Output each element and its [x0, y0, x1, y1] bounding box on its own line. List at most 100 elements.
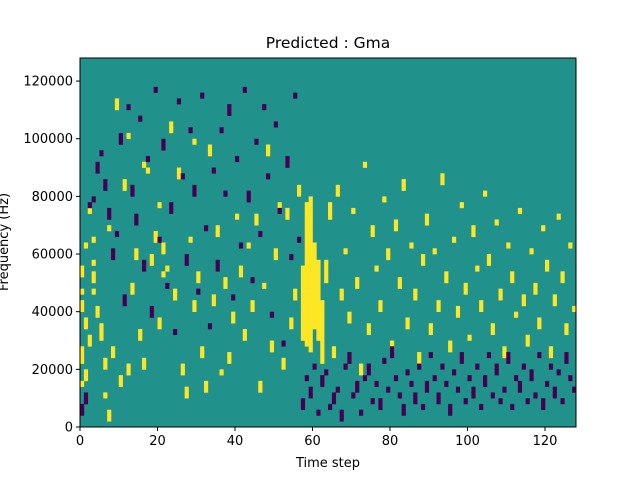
heatmap-cell-high	[235, 213, 240, 220]
heatmap-cell-high	[300, 300, 306, 307]
heatmap-cell-high	[316, 300, 321, 307]
heatmap-cell-high	[80, 265, 85, 272]
heatmap-cell-low	[161, 138, 166, 145]
heatmap-cell-high	[134, 254, 139, 261]
heatmap-cell-high	[320, 323, 325, 330]
heatmap-cell-high	[312, 265, 317, 272]
heatmap-cell-high	[238, 265, 244, 272]
heatmap-cell-high	[401, 184, 406, 191]
heatmap-cell-high	[138, 334, 143, 341]
heatmap-cell-high	[316, 259, 321, 266]
heatmap-cell-high	[80, 288, 85, 295]
heatmap-cell-low	[370, 398, 375, 405]
heatmap-cell-high	[122, 179, 127, 186]
heatmap-cell-high	[339, 288, 344, 295]
heatmap-cell-high	[370, 225, 375, 232]
heatmap-cell-high	[180, 369, 185, 376]
heatmap-cell-low	[517, 380, 523, 387]
heatmap-cell-low	[572, 386, 577, 393]
y-axis: 0 20000 40000 60000 80000 100000 120000	[23, 75, 80, 436]
heatmap-cell-low	[541, 403, 546, 411]
heatmap-cell-high	[211, 294, 216, 301]
heatmap-cell-high	[308, 277, 313, 284]
heatmap-cell-high	[304, 288, 309, 295]
heatmap-cell-high	[130, 282, 135, 289]
heatmap-cell-low	[494, 363, 499, 370]
heatmap-cell-high	[312, 311, 317, 318]
heatmap-cell-high	[355, 282, 360, 289]
y-tick-label: 100000	[23, 132, 73, 147]
heatmap-cell-low	[308, 392, 313, 399]
heatmap-cell-high	[300, 328, 306, 336]
heatmap-cell-low	[483, 380, 488, 387]
heatmap-cell-low	[107, 207, 112, 214]
heatmap-cell-high	[316, 294, 321, 301]
heatmap-cell-high	[374, 265, 379, 272]
heatmap-cell-low	[428, 352, 433, 359]
heatmap-cell-high	[463, 288, 468, 295]
heatmap-cell-low	[293, 92, 298, 99]
heatmap-cell-high	[300, 282, 306, 289]
heatmap-cell-low	[366, 363, 371, 370]
heatmap-cell-high	[316, 271, 321, 278]
heatmap-cell-low	[366, 369, 371, 376]
heatmap-cell-high	[304, 340, 309, 347]
heatmap-cell-high	[289, 317, 294, 324]
heatmap-cell-low	[200, 92, 205, 99]
heatmap-cell-high	[533, 288, 538, 295]
heatmap-cell-high	[308, 311, 313, 318]
heatmap-cell-high	[145, 167, 151, 174]
heatmap-cell-low	[568, 375, 573, 382]
heatmap-cell-high	[316, 305, 321, 312]
heatmap-cell-high	[312, 305, 317, 312]
heatmap-cell-high	[316, 317, 321, 324]
heatmap-cell-high	[107, 409, 112, 416]
heatmap-cell-high	[498, 288, 503, 295]
heatmap-cell-low	[231, 294, 236, 301]
heatmap-cell-high	[417, 352, 422, 359]
heatmap-cell-high	[173, 288, 178, 295]
heatmap-cell-high	[320, 311, 325, 318]
heatmap-cell-low	[347, 357, 352, 364]
heatmap-cell-high	[196, 277, 201, 284]
heatmap-cell-high	[308, 230, 313, 238]
heatmap-cell-high	[564, 323, 569, 330]
heatmap-cell-high	[459, 202, 464, 209]
heatmap-cell-high	[80, 352, 85, 359]
heatmap-cell-high	[308, 254, 313, 261]
heatmap-cell-high	[440, 179, 445, 186]
y-axis-label: Frequency (Hz)	[0, 193, 12, 291]
heatmap-cell-high	[153, 230, 158, 238]
heatmap-cell-low	[145, 156, 151, 163]
heatmap-cell-high	[448, 340, 453, 347]
heatmap-cell-high	[304, 207, 309, 214]
heatmap-cell-low	[552, 386, 557, 393]
heatmap-cell-high	[556, 213, 561, 220]
heatmap-cell-high	[200, 346, 205, 353]
heatmap-cell-low	[316, 409, 321, 416]
heatmap-cell-high	[521, 294, 526, 301]
heatmap-cell-low	[498, 398, 503, 405]
heatmap-cell-high	[99, 328, 104, 336]
heatmap-cell-high	[362, 161, 368, 168]
x-tick-label: 60	[304, 434, 321, 449]
heatmap-cell-high	[91, 288, 96, 295]
heatmap-cell-high	[91, 271, 96, 278]
heatmap-cell-low	[359, 409, 364, 416]
heatmap-cell-low	[304, 375, 309, 382]
heatmap-cell-high	[529, 248, 534, 255]
heatmap-cell-low	[80, 403, 85, 411]
heatmap-cell-low	[463, 398, 468, 405]
heatmap-cell-low	[424, 386, 430, 393]
heatmap-cell-high	[277, 202, 282, 209]
heatmap-cell-low	[122, 300, 127, 307]
heatmap-cell-high	[320, 340, 325, 347]
heatmap-cell-high	[498, 294, 503, 301]
heatmap-cell-high	[545, 265, 550, 272]
heatmap-cell-high	[161, 242, 166, 249]
heatmap-cell-high	[316, 282, 321, 289]
heatmap-cell-low	[355, 380, 360, 387]
heatmap-cell-high	[328, 202, 333, 209]
heatmap-cell-low	[556, 369, 561, 376]
heatmap-cell-high	[413, 294, 418, 301]
